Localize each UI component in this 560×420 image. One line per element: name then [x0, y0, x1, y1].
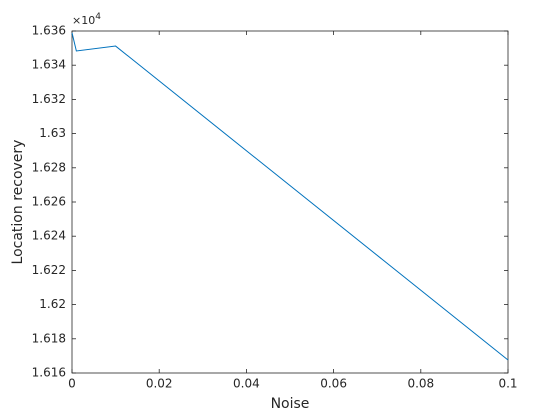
y-exponent-base: ×10: [72, 14, 95, 27]
y-tick-label: 1.624: [32, 229, 66, 243]
y-tick-label: 1.616: [32, 366, 66, 380]
y-tick-label: 1.636: [32, 24, 66, 38]
data-line: [71, 32, 509, 361]
y-tick-label: 1.622: [32, 263, 66, 277]
y-axis-label: Location recovery: [10, 140, 26, 265]
y-tick-label: 1.62: [39, 297, 66, 311]
y-tick-label: 1.63: [39, 126, 66, 140]
y-tick-label: 1.626: [32, 195, 66, 209]
x-tick-label: 0.04: [233, 377, 260, 391]
x-tick-label: 0.1: [498, 377, 517, 391]
y-exponent-power: 4: [95, 12, 101, 22]
x-axis-label: Noise: [271, 396, 310, 412]
y-tick-label: 1.634: [32, 58, 66, 72]
y-exponent: ×104: [72, 12, 101, 28]
plot-frame: [71, 30, 509, 374]
x-tick-label: 0: [68, 377, 76, 391]
x-tick-label: 0.02: [146, 377, 173, 391]
x-tick-label: 0.06: [320, 377, 347, 391]
x-tick-label: 0.08: [407, 377, 434, 391]
y-tick-label: 1.632: [32, 92, 66, 106]
y-tick-label: 1.618: [32, 331, 66, 345]
y-tick-label: 1.628: [32, 160, 66, 174]
